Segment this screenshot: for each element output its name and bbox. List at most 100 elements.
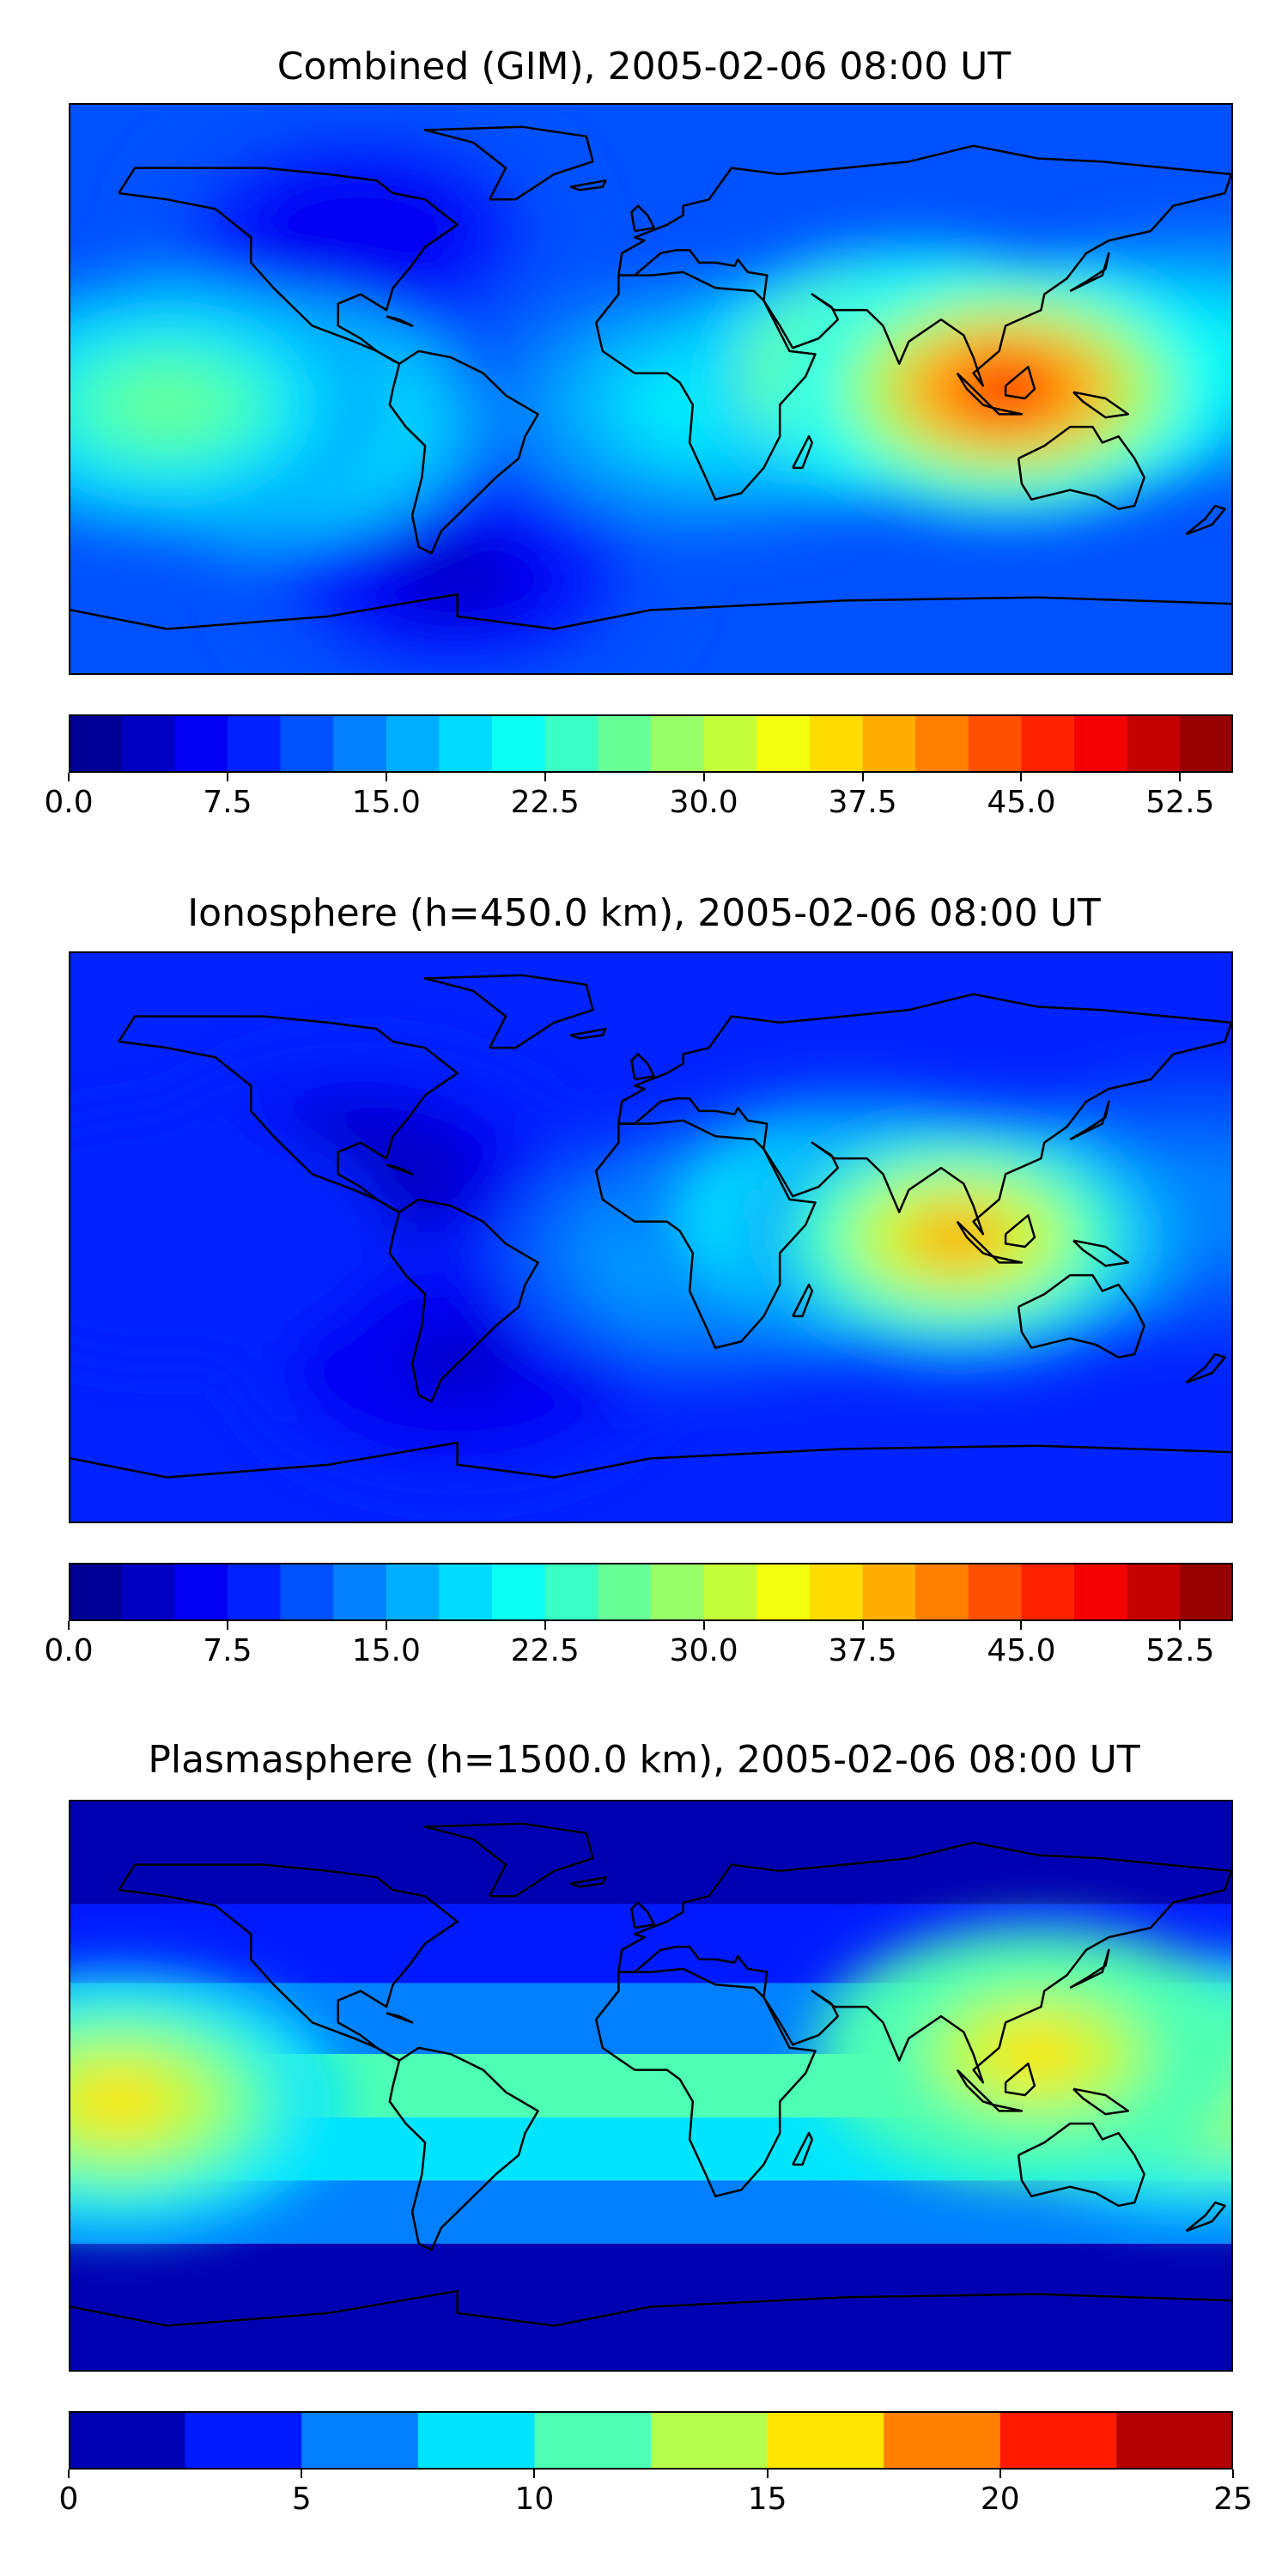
colorbar-segment bbox=[280, 1563, 334, 1621]
coastline bbox=[569, 1028, 607, 1040]
colorbar-tick bbox=[301, 2470, 303, 2478]
coastline bbox=[1072, 2087, 1130, 2116]
colorbar-tick-label: 45.0 bbox=[987, 1633, 1056, 1668]
colorbar-segment bbox=[333, 1563, 387, 1621]
field-feature bbox=[305, 198, 416, 264]
coastline bbox=[1017, 2122, 1145, 2208]
coastline bbox=[1185, 2201, 1226, 2233]
colorbar-segment bbox=[227, 1563, 282, 1621]
colorbar-frame bbox=[69, 1563, 1233, 1621]
coastline bbox=[1017, 1273, 1145, 1359]
colorbar-segment bbox=[651, 714, 705, 773]
colorbar-segment bbox=[598, 1563, 652, 1621]
colorbar-tick bbox=[68, 2470, 70, 2478]
coastline bbox=[1072, 391, 1130, 419]
field-feature bbox=[111, 372, 223, 437]
colorbar-tick bbox=[702, 773, 705, 781]
colorbar-segment bbox=[767, 2411, 884, 2470]
coastline bbox=[956, 1220, 994, 1258]
colorbar-tick bbox=[766, 2470, 769, 2478]
coastline bbox=[70, 1441, 1231, 1479]
colorbar-segment bbox=[333, 714, 387, 773]
coastline bbox=[1017, 425, 1145, 511]
colorbar-segment bbox=[69, 2411, 186, 2470]
colorbar-tick-label: 0.0 bbox=[44, 1633, 94, 1668]
coastline bbox=[388, 349, 539, 555]
colorbar-tick bbox=[68, 1621, 70, 1630]
coastline bbox=[617, 993, 1231, 1236]
colorbar-tick-label: 25 bbox=[1213, 2482, 1253, 2517]
coastline bbox=[423, 125, 594, 201]
colorbar-segment bbox=[439, 714, 493, 773]
colorbar-segment bbox=[417, 2411, 535, 2470]
colorbar-segment bbox=[651, 2411, 769, 2470]
colorbar-tick-label: 20 bbox=[980, 2482, 1020, 2517]
colorbar-tick-label: 30.0 bbox=[669, 785, 738, 820]
colorbar-segment bbox=[492, 714, 546, 773]
colorbar-segment bbox=[1074, 714, 1128, 773]
coastline bbox=[423, 974, 594, 1049]
colorbar-segment bbox=[121, 714, 175, 773]
field-feature bbox=[111, 1205, 223, 1270]
map-ionosphere bbox=[69, 951, 1233, 1523]
colorbar-segment bbox=[1021, 714, 1075, 773]
coastline bbox=[1004, 2063, 1036, 2097]
coastline bbox=[630, 1901, 656, 1929]
coastline bbox=[118, 167, 459, 365]
colorbar-tick bbox=[1020, 1621, 1023, 1630]
coastline bbox=[992, 1255, 1024, 1264]
colorbar-tick bbox=[1179, 773, 1182, 781]
coastline bbox=[118, 1863, 459, 2062]
field-feature bbox=[401, 546, 513, 611]
colorbar-tick bbox=[1020, 773, 1023, 781]
coastline bbox=[388, 1198, 539, 1403]
colorbar-segment bbox=[1127, 1563, 1181, 1621]
colorbar-tick bbox=[1179, 1621, 1182, 1630]
colorbar-segment bbox=[1180, 1563, 1233, 1621]
colorbar-segment bbox=[1180, 714, 1233, 773]
colorbar-tick-label: 37.5 bbox=[828, 785, 897, 820]
chart-title-ionosphere: Ionosphere (h=450.0 km), 2005-02-06 08:0… bbox=[187, 891, 1101, 935]
coastline bbox=[792, 1283, 814, 1318]
colorbar-tick-label: 0 bbox=[58, 2482, 79, 2517]
colorbar-segment bbox=[121, 1563, 175, 1621]
coastline bbox=[569, 1876, 607, 1888]
coastline bbox=[388, 2046, 539, 2251]
colorbar-tick-label: 5 bbox=[291, 2482, 312, 2517]
colorbar-segment bbox=[1116, 2411, 1233, 2470]
colorbar-segment bbox=[756, 714, 811, 773]
coastline bbox=[792, 434, 814, 470]
colorbar-tick bbox=[861, 773, 864, 781]
colorbar-tick bbox=[1232, 2470, 1234, 2478]
colorbar-segment bbox=[809, 1563, 864, 1621]
chart-title-plasmasphere: Plasmasphere (h=1500.0 km), 2005-02-06 0… bbox=[148, 1738, 1140, 1782]
field-feature bbox=[70, 2069, 175, 2134]
colorbar-segment bbox=[386, 1563, 440, 1621]
map-combined bbox=[69, 103, 1233, 675]
colorbar-segment bbox=[884, 2411, 1001, 2470]
colorbar-segment bbox=[862, 1563, 916, 1621]
coastline bbox=[992, 2103, 1024, 2112]
colorbar-segment bbox=[174, 714, 228, 773]
colorbar-segment bbox=[1021, 1563, 1075, 1621]
colorbar-segment bbox=[598, 714, 652, 773]
colorbar-tick-label: 52.5 bbox=[1145, 1633, 1215, 1668]
coastline bbox=[1004, 366, 1036, 400]
colorbar-segment bbox=[703, 714, 757, 773]
colorbar-tick-label: 15.0 bbox=[351, 785, 421, 820]
heatmap-svg bbox=[70, 953, 1231, 1522]
colorbar-segment bbox=[915, 1563, 969, 1621]
colorbar-segment bbox=[862, 714, 916, 773]
colorbar-tick bbox=[226, 1621, 228, 1630]
colorbar-segment bbox=[544, 1563, 598, 1621]
coastline bbox=[992, 406, 1024, 416]
coastline bbox=[617, 1841, 1231, 2084]
coastline bbox=[1069, 1100, 1110, 1141]
coastline bbox=[569, 179, 607, 191]
colorbar-tick-label: 15 bbox=[747, 2482, 787, 2517]
colorbar-svg bbox=[69, 714, 1233, 773]
coastline bbox=[617, 144, 1231, 387]
field-feature bbox=[981, 2021, 1094, 2087]
coastline bbox=[594, 270, 817, 501]
colorbar-tick-label: 7.5 bbox=[203, 1633, 252, 1668]
